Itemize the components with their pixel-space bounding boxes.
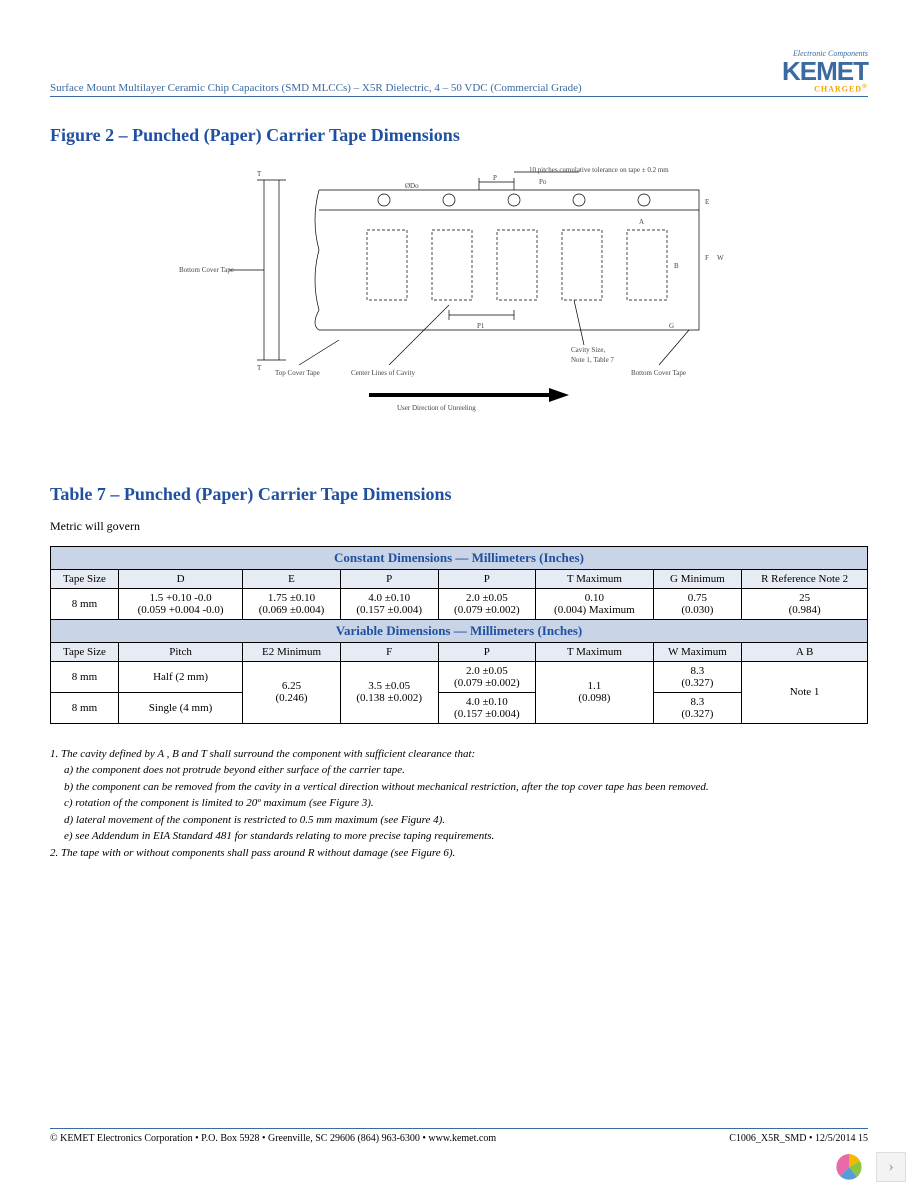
col-p: P: [340, 569, 438, 588]
table-row: 8 mm Half (2 mm) 6.25(0.246) 3.5 ±0.05(0…: [51, 661, 868, 692]
svg-text:G: G: [669, 322, 674, 330]
label-top-cover: Top Cover Tape: [275, 369, 320, 377]
section1-header: Constant Dimensions — Millimeters (Inche…: [51, 546, 868, 569]
col-e2-min: E2 Minimum: [243, 642, 341, 661]
next-page-button[interactable]: ›: [876, 1152, 906, 1182]
col-ab: A B: [742, 642, 868, 661]
note-1e: e) see Addendum in EIA Standard 481 for …: [50, 828, 868, 845]
col-f: F: [340, 642, 438, 661]
note-1c: c) rotation of the component is limited …: [50, 795, 868, 812]
svg-text:A: A: [639, 218, 644, 226]
svg-text:P: P: [493, 174, 497, 182]
svg-text:10 pitches cumulative toleranc: 10 pitches cumulative tolerance on tape …: [529, 166, 669, 174]
svg-text:Po: Po: [539, 178, 547, 186]
table-title: Table 7 – Punched (Paper) Carrier Tape D…: [50, 484, 868, 505]
svg-text:T: T: [257, 170, 262, 178]
table-row: 8 mm 1.5 +0.10 -0.0(0.059 +0.004 -0.0) 1…: [51, 588, 868, 619]
label-center-lines: Center Lines of Cavity: [351, 369, 415, 377]
col-w-max: W Maximum: [653, 642, 742, 661]
col-tape-size: Tape Size: [51, 569, 119, 588]
col-g-min: G Minimum: [653, 569, 742, 588]
svg-text:Note 1, Table 7: Note 1, Table 7: [571, 356, 614, 364]
col-e: E: [243, 569, 341, 588]
note-1a: a) the component does not protrude beyon…: [50, 762, 868, 779]
note-2: 2. The tape with or without components s…: [50, 845, 868, 862]
logo-text: KEMET: [782, 58, 868, 84]
svg-text:P1: P1: [477, 322, 485, 330]
label-cavity-size: Cavity Size,: [571, 346, 605, 354]
note-1: 1. The cavity defined by A , B and T sha…: [50, 746, 868, 763]
dimensions-table: Constant Dimensions — Millimeters (Inche…: [50, 546, 868, 724]
svg-text:ØDo: ØDo: [405, 182, 419, 190]
section2-header: Variable Dimensions — Millimeters (Inche…: [51, 619, 868, 642]
col-d: D: [118, 569, 242, 588]
svg-text:W: W: [717, 254, 724, 262]
page-footer: © KEMET Electronics Corporation • P.O. B…: [50, 1128, 868, 1144]
col-r-ref: R Reference Note 2: [742, 569, 868, 588]
note-1b: b) the component can be removed from the…: [50, 779, 868, 796]
svg-text:B: B: [674, 262, 679, 270]
footnotes: 1. The cavity defined by A , B and T sha…: [50, 746, 868, 862]
viewer-logo-icon: [832, 1150, 866, 1184]
svg-text:F: F: [705, 254, 709, 262]
page-header: Surface Mount Multilayer Ceramic Chip Ca…: [50, 50, 868, 97]
footer-right: C1006_X5R_SMD • 12/5/2014 15: [729, 1133, 868, 1144]
label-bottom-cover-right: Bottom Cover Tape: [631, 369, 686, 377]
figure-title: Figure 2 – Punched (Paper) Carrier Tape …: [50, 125, 868, 146]
col-t-max: T Maximum: [536, 569, 653, 588]
svg-text:T: T: [257, 364, 262, 372]
brand-logo: Electronic Components KEMET CHARGED®: [782, 50, 868, 94]
header-title: Surface Mount Multilayer Ceramic Chip Ca…: [50, 82, 582, 94]
governing-note: Metric will govern: [50, 519, 868, 534]
note-1d: d) lateral movement of the component is …: [50, 812, 868, 829]
label-user-direction: User Direction of Unreeling: [397, 404, 476, 412]
col-pitch: Pitch: [118, 642, 242, 661]
footer-left: © KEMET Electronics Corporation • P.O. B…: [50, 1133, 496, 1144]
label-bottom-cover-left: Bottom Cover Tape: [179, 266, 234, 274]
tape-diagram: Bottom Cover Tape T T Top Cover Tape Cen…: [179, 160, 739, 424]
svg-text:E: E: [705, 198, 709, 206]
col-p1: P: [438, 569, 536, 588]
